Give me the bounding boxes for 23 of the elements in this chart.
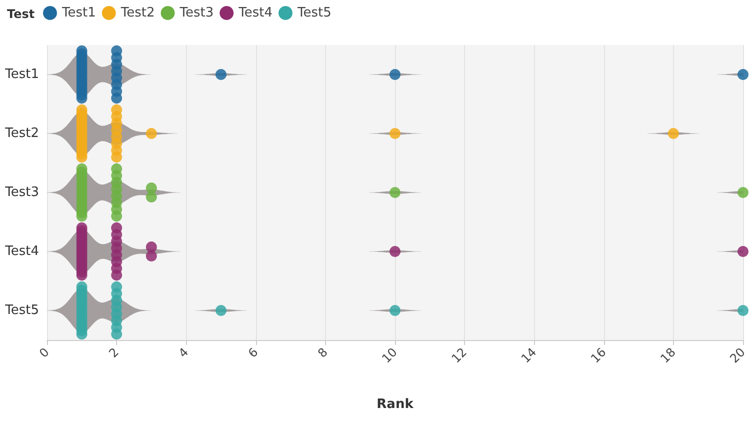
legend-label: Test4: [238, 6, 272, 20]
y-tick-label: Test5: [4, 303, 39, 318]
y-tick-label: Test4: [4, 244, 39, 259]
legend-title: Test: [7, 7, 35, 21]
x-tick-label: 10: [379, 345, 400, 366]
legend-label: Test2: [120, 6, 155, 20]
y-tick-label: Test3: [4, 185, 39, 200]
x-tick-label: 20: [727, 345, 748, 366]
x-axis-title: Rank: [376, 397, 414, 412]
y-tick-label: Test2: [4, 126, 39, 141]
x-tick-label: 16: [588, 345, 609, 366]
x-tick-label: 8: [315, 345, 330, 360]
x-tick-label: 18: [658, 345, 678, 366]
x-tick-label: 2: [106, 345, 122, 360]
legend-label: Test5: [296, 6, 332, 20]
legend-label: Test3: [178, 6, 214, 20]
x-tick-label: 6: [245, 345, 261, 360]
x-tick-label: 12: [448, 345, 470, 366]
x-tick-label: 0: [36, 345, 52, 360]
x-tick-label: 14: [518, 345, 540, 366]
y-tick-label: Test1: [4, 67, 39, 82]
legend-label: Test1: [61, 6, 96, 20]
x-tick-label: 4: [176, 345, 192, 360]
